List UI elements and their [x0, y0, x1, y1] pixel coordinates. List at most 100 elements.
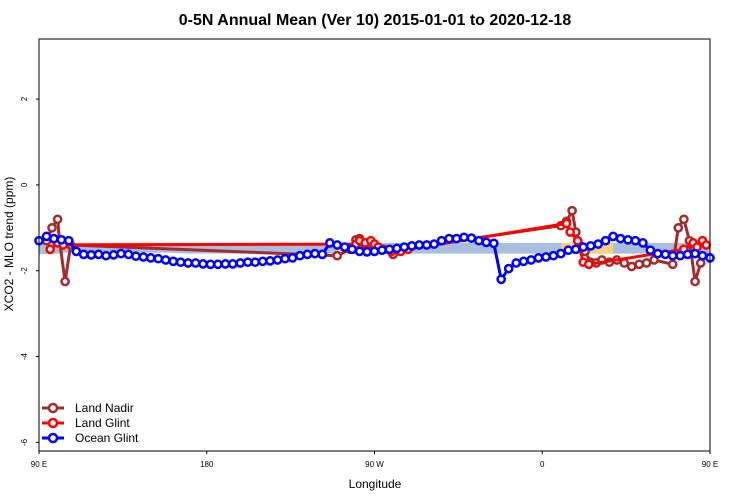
ocean-glint-point: [436, 235, 447, 246]
legend-item-land-glint: Land Glint: [42, 416, 130, 430]
ocean-glint-point: [123, 249, 134, 260]
ocean-glint-point: [257, 256, 268, 267]
y-tick-label: 0: [20, 182, 29, 187]
y-axis-label: XCO2 - MLO trend (ppm): [2, 177, 16, 312]
legend-swatch-marker: [47, 417, 59, 429]
ocean-glint-point: [339, 242, 350, 252]
ocean-glint-point: [265, 256, 275, 266]
ocean-glint-point: [71, 246, 82, 257]
ocean-glint-point: [63, 235, 74, 246]
land-nadir-point: [634, 259, 645, 270]
ocean-glint-point: [153, 253, 164, 264]
ocean-glint-point: [280, 253, 290, 264]
ocean-glint-point: [377, 245, 387, 256]
ocean-glint-point: [145, 253, 156, 263]
x-tick-label: 90 W: [365, 460, 384, 469]
ocean-glint-point: [697, 250, 708, 261]
land-nadir-point: [52, 214, 63, 225]
ocean-glint-point: [511, 258, 522, 268]
ocean-glint-point: [533, 253, 544, 263]
ocean-glint-point: [459, 232, 469, 243]
ocean-glint-point: [78, 249, 89, 260]
ocean-glint-point: [198, 259, 208, 269]
x-tick-label: 90 E: [31, 460, 47, 469]
ocean-glint-point: [295, 250, 305, 261]
ocean-glint-point: [250, 257, 261, 268]
ocean-glint-point: [541, 252, 551, 262]
land-glint-point: [561, 218, 572, 229]
ocean-glint-point: [578, 242, 589, 252]
ocean-glint-point: [131, 251, 141, 262]
x-tick-label: 90 E: [702, 460, 718, 469]
legend-swatch-marker: [47, 402, 59, 414]
ocean-glint-point: [332, 240, 343, 250]
ocean-glint-point: [667, 250, 678, 261]
ocean-glint-point: [384, 244, 395, 255]
ocean-glint-point: [488, 238, 499, 249]
legend-label: Land Glint: [75, 416, 130, 430]
ocean-glint-point: [324, 238, 335, 248]
ocean-glint-point: [675, 250, 686, 261]
land-nadir-point: [47, 222, 57, 233]
x-tick-label: 0: [540, 460, 545, 469]
ocean-glint-point: [235, 258, 246, 268]
ocean-glint-point: [287, 253, 298, 263]
ocean-glint-point: [183, 258, 193, 268]
legend-item-ocean-glint: Ocean Glint: [42, 431, 139, 445]
series-layer: [34, 205, 715, 287]
x-tick-label: 180: [200, 460, 214, 469]
ocean-glint-point: [451, 233, 462, 244]
land-nadir-point: [626, 261, 637, 272]
ocean-glint-point: [49, 233, 59, 244]
ocean-glint-point: [160, 255, 171, 265]
land-glint-point: [583, 259, 594, 270]
land-glint-point: [572, 235, 583, 246]
ocean-glint-point: [623, 234, 633, 245]
ocean-glint-point: [175, 257, 186, 268]
ocean-glint-point: [362, 247, 372, 257]
land-nadir-point: [667, 259, 678, 270]
ocean-glint-point: [220, 259, 231, 269]
ocean-glint-point: [682, 249, 693, 260]
ocean-glint-point: [242, 257, 253, 268]
ocean-glint-point: [347, 244, 357, 255]
ocean-glint-point: [638, 238, 648, 248]
series-ocean-glint: [34, 231, 715, 285]
ocean-glint-point: [548, 250, 559, 261]
land-nadir-point: [60, 276, 70, 287]
land-nadir-point: [690, 276, 700, 287]
ocean-glint-point: [429, 239, 439, 249]
ocean-glint-point: [690, 248, 700, 259]
ocean-glint-point: [563, 245, 574, 256]
ocean-glint-point: [615, 233, 626, 244]
ocean-glint-point: [593, 239, 604, 249]
land-glint-point: [565, 227, 576, 237]
ocean-glint-point: [600, 235, 611, 246]
land-glint-point: [701, 240, 712, 250]
ocean-glint-point: [369, 246, 380, 257]
ocean-glint-point: [660, 249, 671, 260]
ocean-glint-point: [317, 249, 328, 260]
ocean-glint-point: [466, 233, 477, 243]
ocean-glint-point: [41, 231, 52, 242]
y-tick-label: 2: [20, 96, 29, 101]
land-nadir-point: [673, 222, 684, 233]
y-axis: 2 0 -2 -4 -6: [20, 96, 39, 446]
chart-title: 0-5N Annual Mean (Ver 10) 2015-01-01 to …: [179, 12, 572, 29]
ocean-glint-point: [190, 258, 201, 268]
legend-item-land-nadir: Land Nadir: [42, 401, 134, 415]
ocean-glint-point: [213, 259, 223, 270]
ocean-glint-point: [392, 243, 402, 254]
ocean-glint-point: [481, 237, 492, 248]
ocean-glint-point: [101, 250, 111, 261]
legend-label: Ocean Glint: [75, 431, 139, 445]
ocean-glint-point: [526, 255, 536, 265]
ocean-glint-point: [444, 233, 454, 244]
ocean-glint-point: [570, 244, 581, 255]
x-axis: 90 E 180 90 W 0 90 E: [31, 451, 718, 469]
ocean-glint-point: [414, 240, 425, 250]
y-tick-label: -4: [20, 352, 29, 360]
ocean-glint-point: [399, 242, 410, 252]
ocean-glint-point: [310, 248, 320, 259]
